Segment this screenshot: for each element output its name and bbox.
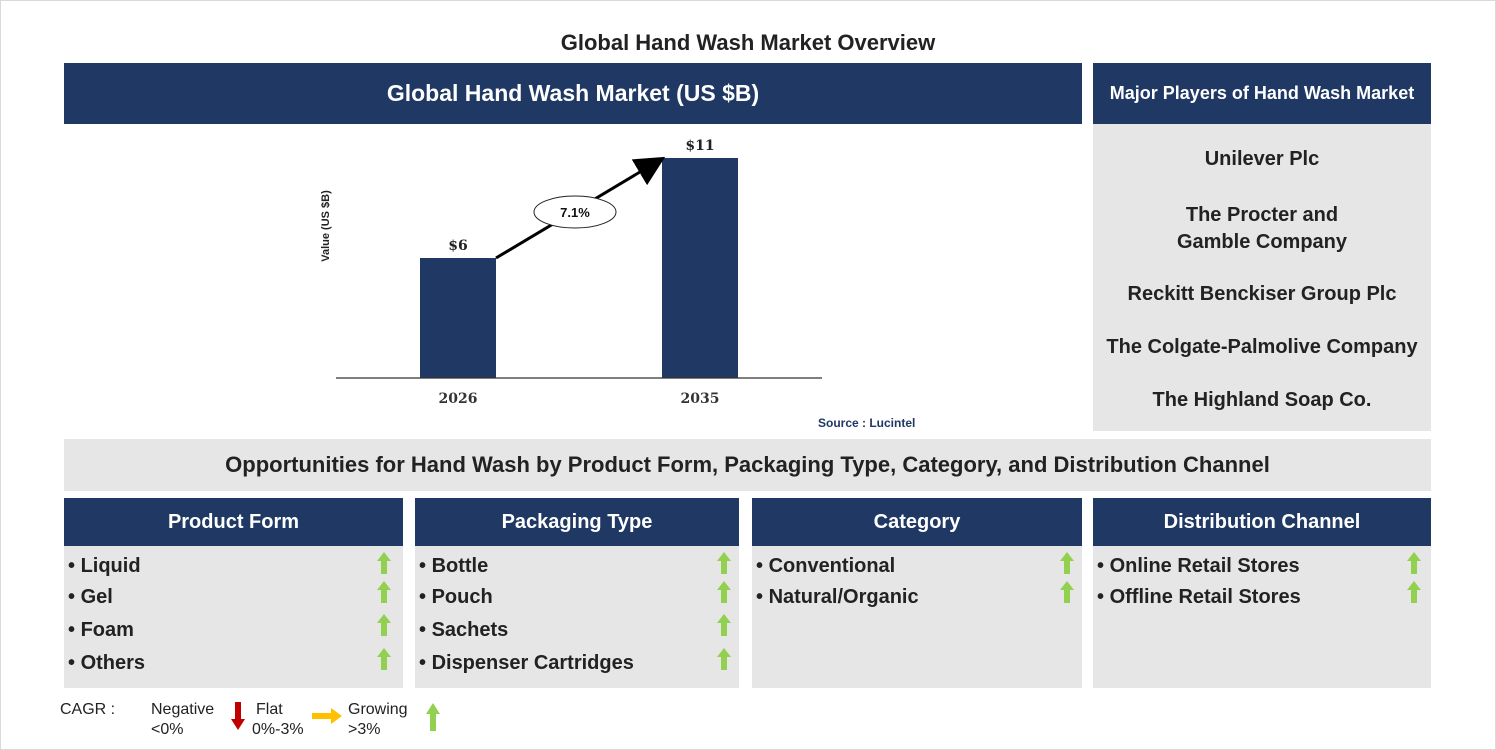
growing-arrow-icon [1407,581,1421,603]
segment-item: • Foam [68,619,134,641]
segment-item: • Natural/Organic [756,586,919,608]
legend-flat: Flat 0%-3% [252,701,304,738]
data-label: $11 [685,138,714,154]
growing-arrow-icon [426,703,440,731]
segment-item: • Online Retail Stores [1097,555,1300,577]
growing-arrow-icon [717,552,731,574]
legend-negative: Negative <0% [151,701,215,738]
growing-arrow-icon [377,648,391,670]
x-tick-label: 2035 [681,391,720,407]
chart-header: Global Hand Wash Market (US $B) [64,63,1082,124]
player-2: The Procter and Gamble Company [1176,204,1348,253]
growing-arrow-icon [377,552,391,574]
segment-item: • Dispenser Cartridges [419,652,634,674]
growing-arrow-icon [717,581,731,603]
players-header: Major Players of Hand Wash Market [1093,63,1431,124]
player-5: The Highland Soap Co. [1152,389,1372,411]
segment-panel-product-form: • Liquid • Gel • Foam • Others [64,546,403,688]
player-3: Reckitt Benckiser Group Plc [1127,283,1397,305]
segment-item: • Conventional [756,555,896,577]
bar-2026 [420,258,496,378]
source-note: Source : Lucintel [818,416,916,430]
chart-area: Value (US $B) $6 2026 $11 2035 7.1% [64,124,1082,434]
segment-header-distribution-channel: Distribution Channel [1093,498,1431,546]
x-tick-label: 2026 [439,391,478,407]
segment-header-product-form: Product Form [64,498,403,546]
growing-arrow-icon [1060,552,1074,574]
flat-arrow-icon [312,708,342,724]
negative-arrow-icon [231,702,245,730]
segment-item: • Liquid [68,555,141,577]
cagr-label: 7.1% [560,205,590,220]
growing-arrow-icon [377,581,391,603]
segment-item: • Others [68,652,146,674]
segment-item: • Pouch [419,586,493,608]
opportunities-title: Opportunities for Hand Wash by Product F… [64,439,1431,491]
players-panel: Unilever Plc The Procter and Gamble Comp… [1093,124,1431,431]
legend-growing: Growing >3% [348,701,408,738]
player-4: The Colgate-Palmolive Company [1106,336,1418,358]
growing-arrow-icon [1060,581,1074,603]
segment-panel-packaging-type: • Bottle • Pouch • Sachets • Dispenser C… [415,546,739,688]
cagr-ellipse [533,195,617,229]
segment-item: • Sachets [419,619,509,641]
data-label: $6 [448,238,467,254]
page-title: Global Hand Wash Market Overview [560,30,936,55]
legend-cagr-label: CAGR : [60,701,116,718]
bar-2035 [662,158,738,378]
segment-panel-category: • Conventional • Natural/Organic [752,546,1082,688]
market-chart: Value (US $B) $6 2026 $11 2035 7.1% [320,138,822,407]
y-axis-label: Value (US $B) [320,190,332,262]
segment-header-packaging-type: Packaging Type [415,498,739,546]
segment-panel-distribution-channel: • Online Retail Stores • Offline Retail … [1093,546,1431,688]
growing-arrow-icon [377,614,391,636]
segment-item: • Offline Retail Stores [1097,586,1301,608]
growing-arrow-icon [717,648,731,670]
segment-item: • Gel [68,586,113,608]
segment-header-category: Category [752,498,1082,546]
player-1: Unilever Plc [1204,148,1320,170]
segment-item: • Bottle [419,555,489,577]
growing-arrow-icon [1407,552,1421,574]
growing-arrow-icon [717,614,731,636]
